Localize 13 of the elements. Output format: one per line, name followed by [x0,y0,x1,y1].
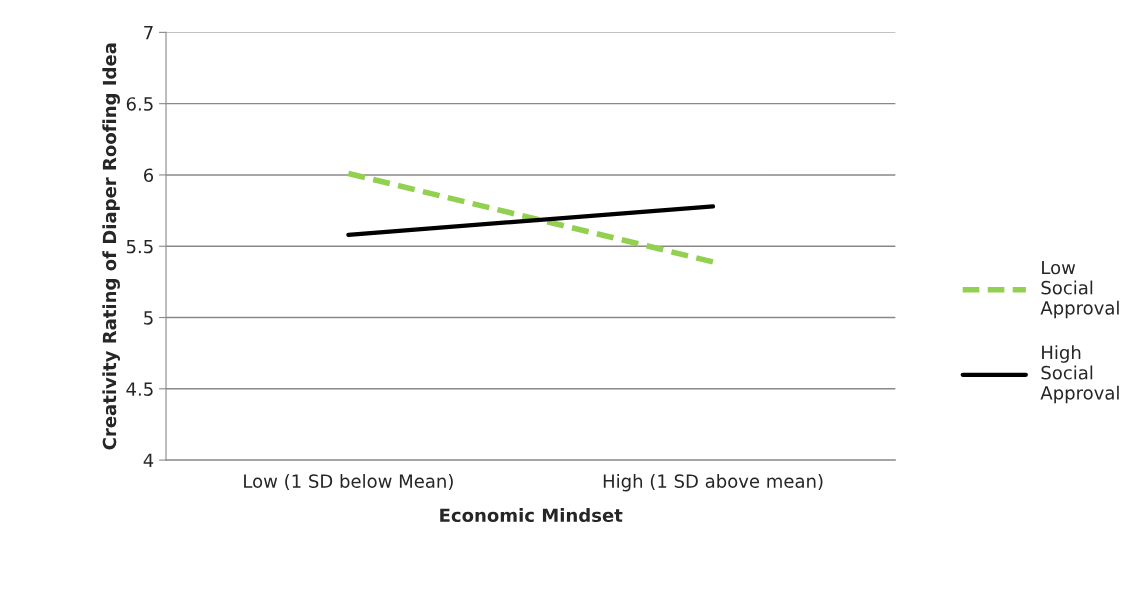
x-axis-title: Economic Mindset [440,508,623,523]
y-tick-label: 4.5 [126,382,153,396]
y-tick-label: 6 [143,168,154,183]
y-tick-label: 7 [144,26,153,40]
y-tick-label: 5 [144,311,153,325]
y-tick-label: 5.5 [126,239,153,254]
legend-label: Low Social Approval [1040,260,1119,319]
x-tick-label: High (1 SD above mean) [603,473,823,492]
y-axis-title: Creativity Rating of Diaper Roofing Idea [102,43,120,450]
y-tick-label: 4 [143,453,154,467]
legend-label: High Social Approval [1040,345,1119,404]
x-tick-label: Low (1 SD below Mean) [244,473,453,491]
y-tick-label: 6.5 [126,97,153,111]
